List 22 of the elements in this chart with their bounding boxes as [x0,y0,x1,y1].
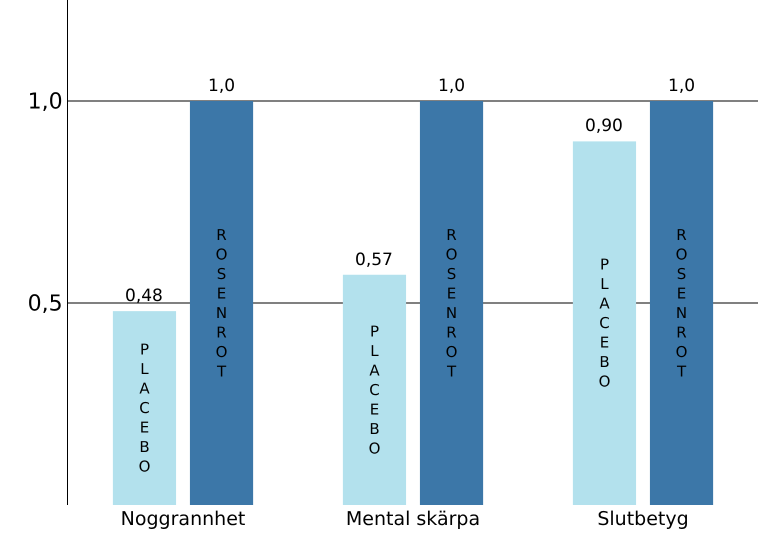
data-label: 1,0 [668,76,696,96]
x-tick-label: Slutbetyg [597,508,689,530]
y-tick-label: 0,5 [28,292,63,317]
data-label: 0,57 [355,250,393,270]
bar [190,101,254,505]
data-label: 0,90 [585,116,623,136]
text: ROSENROT [446,226,458,380]
series-label: ROSENROT [216,226,228,380]
text: PLACEBO [368,322,380,458]
data-label: 1,0 [438,76,466,96]
data-label: 1,0 [208,76,236,96]
data-label: 0,48 [125,286,163,306]
x-tick-label: Noggrannhet [120,508,246,530]
bar [650,101,714,505]
series-label: PLACEBO [138,340,150,476]
x-tick-label: Mental skärpa [346,508,480,530]
bar [342,274,406,505]
bar [112,311,176,505]
bar [572,141,636,505]
bar [420,101,484,505]
text: ROSENROT [676,226,688,380]
text: PLACEBO [598,256,610,391]
